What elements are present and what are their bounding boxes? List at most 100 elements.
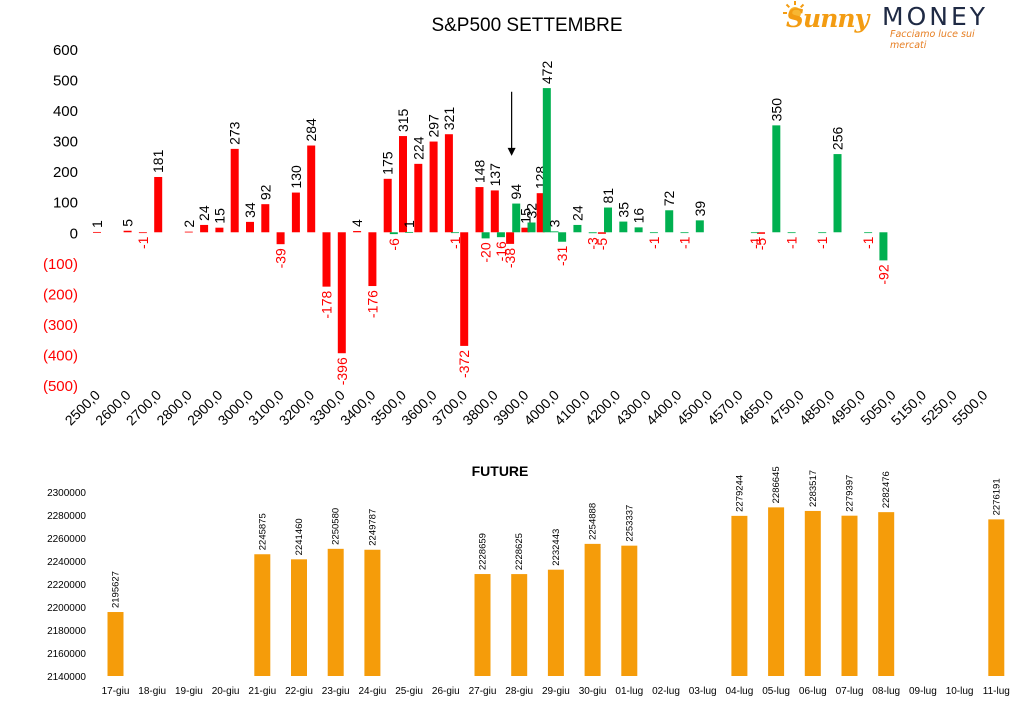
data-label: 92 xyxy=(257,184,273,200)
data-label: 24 xyxy=(569,205,585,221)
y-tick-label: 500 xyxy=(53,73,78,90)
data-label: 15 xyxy=(517,208,533,224)
bar xyxy=(550,231,559,233)
bar xyxy=(988,519,1005,676)
bar xyxy=(573,224,582,233)
x-tick-label: 24-giu xyxy=(358,686,386,697)
y-tick-label: (100) xyxy=(43,256,78,273)
data-label: 284 xyxy=(303,118,319,142)
data-label: -31 xyxy=(554,246,570,266)
bar xyxy=(787,232,796,234)
y-tick-label: 2220000 xyxy=(47,580,86,591)
data-label: 2245875 xyxy=(257,513,268,550)
x-tick-label: 5500,0 xyxy=(949,387,991,429)
data-label: -396 xyxy=(334,357,350,385)
bar xyxy=(649,232,658,234)
bar xyxy=(261,204,270,233)
data-label: 175 xyxy=(380,151,396,175)
bar xyxy=(665,210,674,233)
bar xyxy=(107,612,124,676)
x-tick-label: 02-lug xyxy=(652,686,680,697)
bar xyxy=(414,163,423,233)
bar xyxy=(481,232,490,239)
future-chart: FUTURE 2300000 2280000 2260000 2240000 222000… xyxy=(47,463,1010,697)
bar xyxy=(757,232,766,234)
x-tick-label: 21-giu xyxy=(248,686,276,697)
y-tick-label: (400) xyxy=(43,347,78,364)
data-label: -176 xyxy=(364,290,380,318)
logo-brand-right: MONEY xyxy=(882,2,989,31)
bar xyxy=(322,232,331,287)
chart-title: FUTURE xyxy=(472,463,529,479)
y-tick-label: 400 xyxy=(53,103,78,120)
bar xyxy=(399,136,407,233)
bar xyxy=(405,231,414,233)
data-label: 2283517 xyxy=(808,470,819,507)
bar xyxy=(511,574,528,676)
bar xyxy=(750,232,759,234)
data-label: 2241460 xyxy=(294,518,305,555)
bar xyxy=(200,224,209,233)
data-label: 32 xyxy=(524,203,540,219)
bar xyxy=(695,220,704,233)
bar xyxy=(768,507,785,676)
y-tick-label: (300) xyxy=(43,317,78,334)
bar xyxy=(307,145,316,233)
data-label: -5 xyxy=(753,238,769,251)
data-label: 2276191 xyxy=(991,478,1002,515)
x-tick-label: 17-giu xyxy=(102,686,130,697)
x-tick-label: 20-giu xyxy=(212,686,240,697)
x-tick-label: 23-giu xyxy=(322,686,350,697)
bar xyxy=(383,178,392,233)
bar xyxy=(451,232,460,234)
y-tick-label: 2160000 xyxy=(47,649,86,660)
data-label: -1 xyxy=(814,236,830,249)
data-label: -1 xyxy=(747,236,763,249)
bar xyxy=(327,548,344,676)
bar xyxy=(879,232,888,261)
bar xyxy=(291,192,300,233)
y-tick-label: 100 xyxy=(53,195,78,212)
y-tick-label: (200) xyxy=(43,286,78,303)
bar xyxy=(621,545,638,676)
bar xyxy=(123,230,132,233)
bar xyxy=(496,232,505,238)
data-label: 72 xyxy=(661,190,677,206)
bar xyxy=(864,232,873,234)
x-tick-label: 28-giu xyxy=(505,686,533,697)
bar xyxy=(634,227,643,233)
data-label: 2249787 xyxy=(367,509,378,546)
data-label: -1 xyxy=(860,236,876,249)
y-tick-label: 2280000 xyxy=(47,511,86,522)
data-label: -1 xyxy=(677,236,693,249)
bar xyxy=(291,559,307,676)
data-label: 2228659 xyxy=(478,533,489,570)
x-tick-label: 27-giu xyxy=(469,686,497,697)
bar xyxy=(389,232,398,235)
data-label: -5 xyxy=(594,238,610,251)
options-chart: S&P500 SETTEMBRE 600 500 400 300 200 100 0 (100)… xyxy=(43,15,991,429)
data-label: 321 xyxy=(441,107,457,131)
data-label: 4 xyxy=(349,219,365,227)
data-label: -3 xyxy=(585,237,601,250)
data-label: 130 xyxy=(288,165,304,189)
data-label: 224 xyxy=(410,136,426,160)
data-label: -16 xyxy=(493,241,509,261)
data-label: 2286645 xyxy=(771,466,782,503)
x-tick-label: 29-giu xyxy=(542,686,570,697)
bar xyxy=(230,148,239,233)
bar xyxy=(558,232,567,242)
data-label: 39 xyxy=(692,201,708,217)
data-label: 350 xyxy=(768,98,784,122)
data-label: 137 xyxy=(487,163,503,187)
bar xyxy=(527,222,536,233)
data-label: 24 xyxy=(196,205,212,221)
data-label: -6 xyxy=(386,238,402,251)
bar xyxy=(597,232,606,234)
bar xyxy=(619,221,628,233)
x-tick-label: 03-lug xyxy=(689,686,717,697)
bar xyxy=(604,207,613,233)
data-label: 315 xyxy=(395,108,411,132)
x-tick-label: 25-giu xyxy=(395,686,423,697)
data-label: 273 xyxy=(227,121,243,145)
